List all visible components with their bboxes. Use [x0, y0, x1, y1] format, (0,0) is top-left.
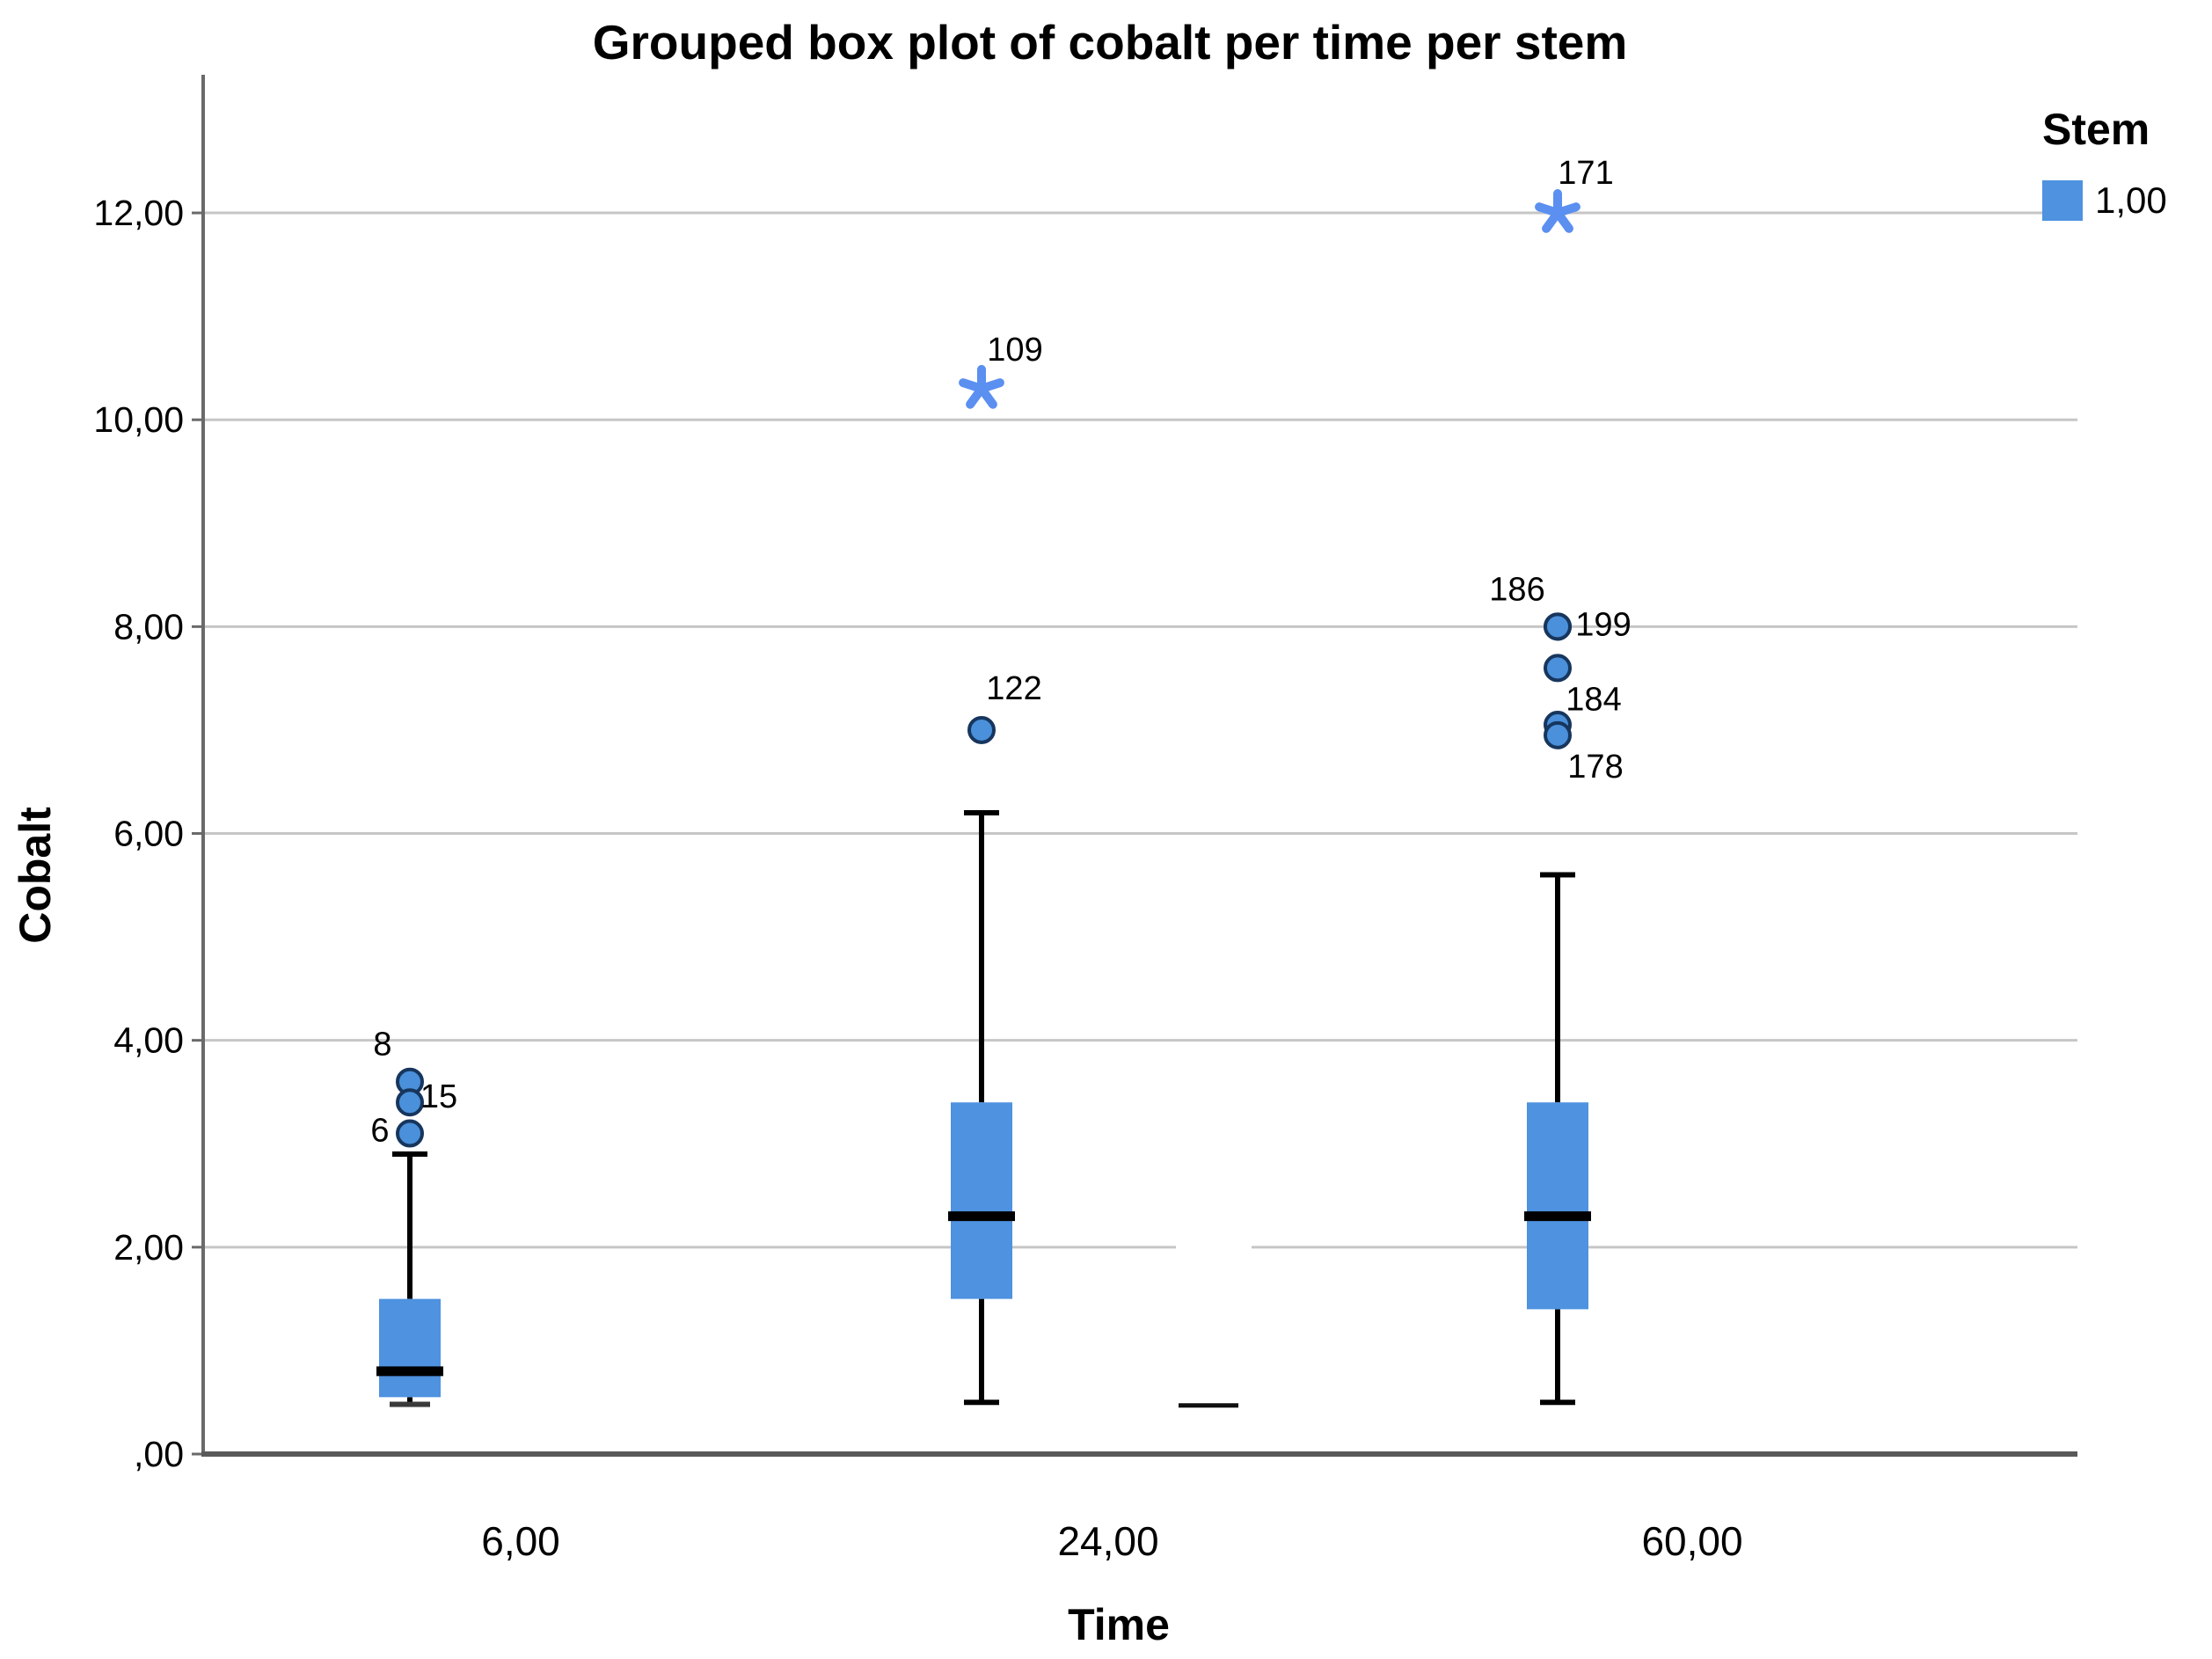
x-tick-label: 60,00	[1641, 1518, 1742, 1564]
outlier-label: 199	[1575, 606, 1631, 643]
box-rect	[1527, 1102, 1588, 1310]
x-tick-label: 24,00	[1057, 1518, 1158, 1564]
y-tick-label: 12,00	[93, 193, 184, 233]
outlier-label: 122	[986, 670, 1041, 707]
outlier-label: 109	[987, 332, 1042, 369]
outlier-label: 8	[373, 1027, 391, 1063]
outlier-label: 186	[1489, 571, 1544, 608]
box-rect	[951, 1102, 1012, 1299]
outlier-circle	[396, 1088, 424, 1117]
erased-box-area	[1176, 1242, 1252, 1408]
outlier-label: 178	[1567, 749, 1623, 786]
legend-title: Stem	[2042, 105, 2150, 154]
legend-item-stem-1: 1,00	[2042, 179, 2167, 222]
chart-title: Grouped box plot of cobalt per time per …	[592, 15, 1628, 69]
outlier-label: 15	[420, 1078, 457, 1115]
outlier-circle	[1544, 720, 1572, 749]
legend: Stem 1,00	[2042, 104, 2167, 222]
extreme-star-icon	[959, 364, 1004, 409]
y-tick-label: 10,00	[93, 399, 184, 440]
y-tick-label: 6,00	[113, 814, 184, 854]
x-tick-label: 6,00	[481, 1518, 560, 1564]
outlier-label: 171	[1558, 155, 1613, 192]
y-tick-label: 8,00	[113, 606, 184, 647]
outlier-label: 6	[370, 1113, 389, 1150]
y-tick-label: 4,00	[113, 1020, 184, 1061]
extreme-star-icon	[1535, 189, 1581, 233]
outlier-circle	[967, 715, 996, 744]
outlier-circle	[1544, 654, 1572, 683]
y-tick-label: ,00	[134, 1434, 184, 1474]
x-axis-title: Time	[1068, 1600, 1170, 1649]
y-tick-label: 2,00	[113, 1227, 184, 1268]
outlier-circle	[1544, 612, 1572, 641]
outlier-label: 184	[1566, 681, 1621, 718]
legend-swatch-icon	[2042, 180, 2083, 221]
box-rect	[379, 1298, 441, 1398]
legend-item-label: 1,00	[2095, 179, 2167, 221]
outlier-circle	[396, 1119, 424, 1148]
